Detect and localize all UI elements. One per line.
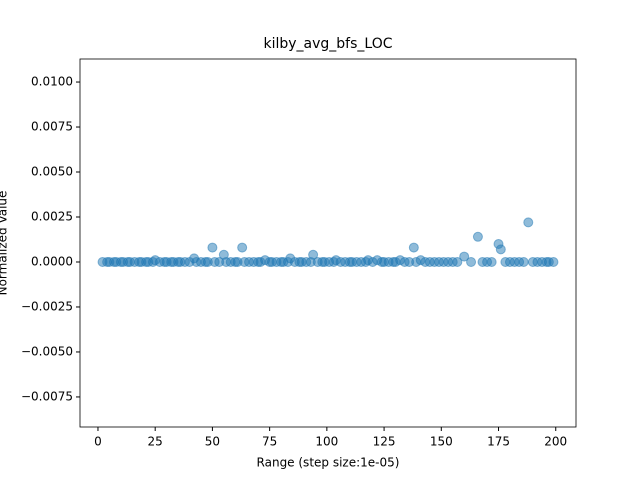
point [452,256,463,267]
x-tick-label: 150 [430,435,453,449]
x-tick-label: 175 [487,435,510,449]
point [237,242,248,253]
x-tick-label: 75 [262,435,277,449]
point [548,256,559,267]
y-tick-label: 0.0050 [31,165,73,179]
x-tick-label: 125 [373,435,396,449]
x-axis-label: Range (step size:1e-05) [257,456,400,470]
x-tick-label: 25 [148,435,163,449]
chart-title: kilby_avg_bfs_LOC [263,36,392,52]
x-tick-label: 0 [94,435,102,449]
y-axis-label: Normalized Value [0,191,10,296]
x-tick-label: 100 [315,435,338,449]
point [472,231,483,242]
point [308,249,319,260]
x-tick-label: 200 [544,435,567,449]
point [486,256,497,267]
y-tick-label: −0.0075 [21,389,73,403]
plot-frame [79,58,577,428]
y-tick-label: −0.0050 [21,344,73,358]
y-tick-label: 0.0075 [31,120,73,134]
point [466,256,477,267]
x-tick-label: 50 [205,435,220,449]
point [495,244,506,255]
point [207,242,218,253]
point [518,256,529,267]
point [408,242,419,253]
y-tick-label: −0.0025 [21,299,73,313]
y-tick-label: 0.0025 [31,209,73,223]
y-tick-label: 0.0100 [31,75,73,89]
point [523,217,534,228]
point [459,251,470,262]
y-tick-label: 0.0000 [31,254,73,268]
